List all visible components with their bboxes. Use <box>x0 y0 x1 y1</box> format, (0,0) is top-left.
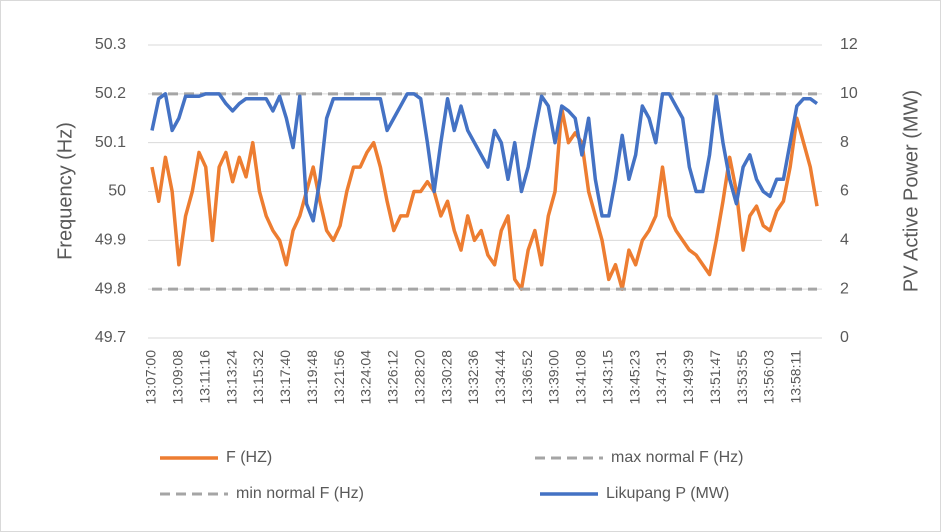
legend-label: max normal F (Hz) <box>611 449 743 466</box>
x-tick-label: 13:56:03 <box>761 350 777 405</box>
legend-label: Likupang P (MW) <box>606 485 729 502</box>
y-tick-label: 50.1 <box>95 134 126 151</box>
x-tick-label: 13:34:44 <box>492 350 508 405</box>
y2-tick-label: 10 <box>840 85 858 102</box>
x-tick-label: 13:21:56 <box>331 350 347 405</box>
x-tick-label: 13:30:28 <box>438 350 454 405</box>
x-tick-label: 13:45:23 <box>626 350 642 405</box>
x-tick-label: 13:15:32 <box>250 350 266 405</box>
x-tick-label: 13:47:31 <box>653 350 669 405</box>
x-tick-label: 13:09:08 <box>170 350 186 405</box>
y2-tick-label: 8 <box>840 134 849 151</box>
y2-tick-label: 6 <box>840 183 849 200</box>
x-tick-label: 13:49:39 <box>680 350 696 405</box>
x-tick-label: 13:41:08 <box>573 350 589 405</box>
y-tick-label: 50.2 <box>95 85 126 102</box>
y-tick-label: 50 <box>108 183 126 200</box>
x-tick-label: 13:36:52 <box>519 350 535 405</box>
y-tick-label: 49.9 <box>95 232 126 249</box>
y2-tick-label: 12 <box>840 36 858 53</box>
y-tick-label: 49.8 <box>95 280 126 297</box>
y-tick-label: 50.3 <box>95 36 126 53</box>
y2-tick-label: 4 <box>840 232 849 249</box>
x-tick-label: 13:19:48 <box>304 350 320 405</box>
x-tick-label: 13:11:16 <box>196 350 212 404</box>
series-line <box>150 106 819 291</box>
legend-label: F (HZ) <box>226 449 272 466</box>
x-tick-label: 13:43:15 <box>599 350 615 405</box>
x-tick-label: 13:07:00 <box>143 350 159 405</box>
legend-label: min normal F (Hz) <box>236 485 364 502</box>
series-line <box>150 92 819 223</box>
y-tick-label: 49.7 <box>95 329 126 346</box>
y-axis-title: Frequency (Hz) <box>54 122 76 260</box>
x-tick-label: 13:13:24 <box>223 350 239 405</box>
x-tick-label: 13:39:00 <box>546 350 562 405</box>
x-tick-label: 13:17:40 <box>277 350 293 405</box>
y2-axis-title: PV Active Power (MW) <box>900 90 922 292</box>
x-tick-label: 13:32:36 <box>465 350 481 405</box>
y2-tick-label: 2 <box>840 280 849 297</box>
x-tick-label: 13:53:55 <box>734 350 750 405</box>
x-tick-label: 13:24:04 <box>358 350 374 405</box>
x-tick-label: 13:26:12 <box>385 350 401 405</box>
x-tick-label: 13:28:20 <box>411 350 427 405</box>
x-tick-label: 13:51:47 <box>707 350 723 405</box>
x-tick-label: 13:58:11 <box>788 350 804 404</box>
y2-tick-label: 0 <box>840 329 849 346</box>
